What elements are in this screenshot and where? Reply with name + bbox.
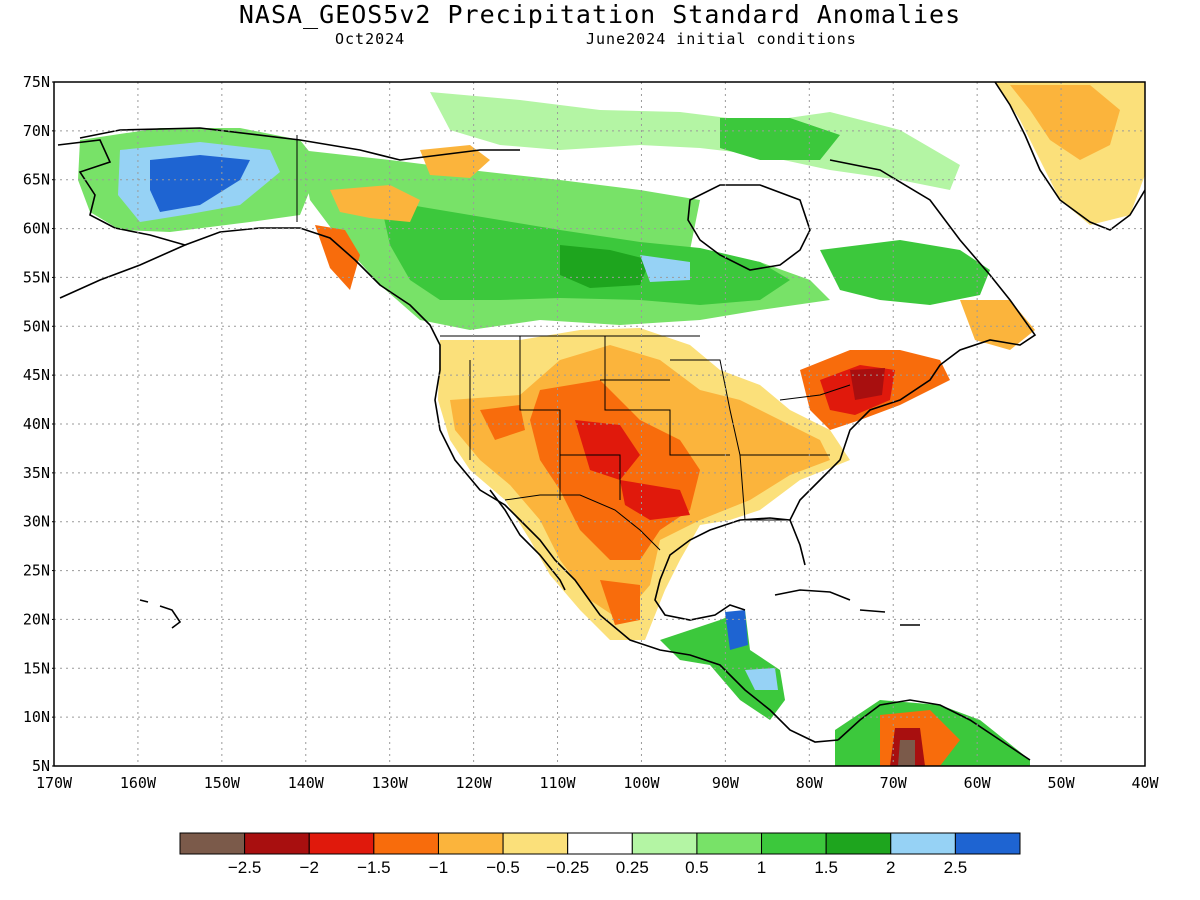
colorbar: −2.5 −2 −1.5 −1 −0.5 −0.25 0.25 0.5 1 1.5 2 2.5 (179, 832, 1021, 877)
lon-tick-label: 100W (623, 774, 660, 792)
lon-tick-label: 110W (539, 774, 576, 792)
lon-tick-label: 150W (204, 774, 241, 792)
colorbar-swatch (954, 832, 1021, 855)
lon-tick-label: 60W (964, 774, 992, 792)
lat-tick-label: 65N (23, 171, 50, 189)
map-title: NASA_GEOS5v2 Precipitation Standard Anom… (238, 0, 962, 29)
colorbar-swatch (244, 832, 310, 855)
lat-tick-label: 25N (23, 562, 50, 580)
colorbar-label: −2 (300, 858, 319, 877)
lon-tick-label: 170W (36, 774, 73, 792)
lat-tick-label: 5N (32, 757, 50, 775)
lat-tick-label: 15N (23, 659, 50, 677)
colorbar-label: 1.5 (814, 858, 838, 877)
colorbar-swatch (502, 832, 569, 855)
lat-tick-label: 45N (23, 366, 50, 384)
lat-lon-grid (54, 82, 1145, 766)
lat-tick-label: 75N (23, 73, 50, 91)
longitude-labels: 170W 160W 150W 140W 130W 120W 110W 100W 90W 80W 70… (36, 774, 1160, 792)
latitude-labels: 75N 70N 65N 60N 55N 50N 45N 40N 35N 30N 25N 20N 15N 1… (23, 73, 54, 775)
colorbar-label: 0.5 (685, 858, 709, 877)
colorbar-swatch (308, 832, 375, 855)
lat-tick-label: 55N (23, 268, 50, 286)
colorbar-label: 2 (886, 858, 895, 877)
lon-tick-label: 80W (796, 774, 824, 792)
initial-conditions: June2024 initial conditions (586, 30, 857, 48)
lat-tick-label: 10N (23, 708, 50, 726)
colorbar-label: 1 (757, 858, 766, 877)
forecast-month: Oct2024 (335, 30, 406, 48)
colorbar-swatch (825, 832, 892, 855)
colorbar-swatch (761, 832, 827, 855)
lon-tick-label: 70W (880, 774, 908, 792)
lat-tick-label: 60N (23, 220, 50, 238)
colorbar-swatch (373, 832, 439, 855)
colorbar-swatch (631, 832, 698, 855)
colorbar-swatch (696, 832, 763, 855)
lat-tick-label: 50N (23, 317, 50, 335)
lon-tick-label: 140W (288, 774, 325, 792)
colorbar-label: −1 (429, 858, 448, 877)
colorbar-label: −0.25 (546, 858, 589, 877)
lat-tick-label: 30N (23, 513, 50, 531)
lon-tick-label: 130W (372, 774, 409, 792)
colorbar-label: 2.5 (944, 858, 968, 877)
coastlines (57, 82, 1145, 761)
lat-tick-label: 20N (23, 610, 50, 628)
colorbar-swatch (890, 832, 956, 855)
lat-tick-label: 70N (23, 122, 50, 140)
colorbar-swatch (567, 832, 633, 855)
lon-tick-label: 50W (1048, 774, 1076, 792)
lat-tick-label: 40N (23, 415, 50, 433)
colorbar-label: −1.5 (357, 858, 391, 877)
anomaly-fields (78, 82, 1145, 766)
lon-tick-label: 160W (120, 774, 157, 792)
colorbar-swatch (179, 832, 246, 855)
lon-tick-label: 40W (1131, 774, 1159, 792)
lon-tick-label: 90W (712, 774, 740, 792)
colorbar-label: −0.5 (486, 858, 520, 877)
lat-tick-label: 35N (23, 464, 50, 482)
lon-tick-label: 120W (456, 774, 493, 792)
political-borders (296, 135, 851, 551)
colorbar-label: 0.25 (616, 858, 649, 877)
colorbar-swatch (437, 832, 504, 855)
colorbar-label: −2.5 (228, 858, 262, 877)
